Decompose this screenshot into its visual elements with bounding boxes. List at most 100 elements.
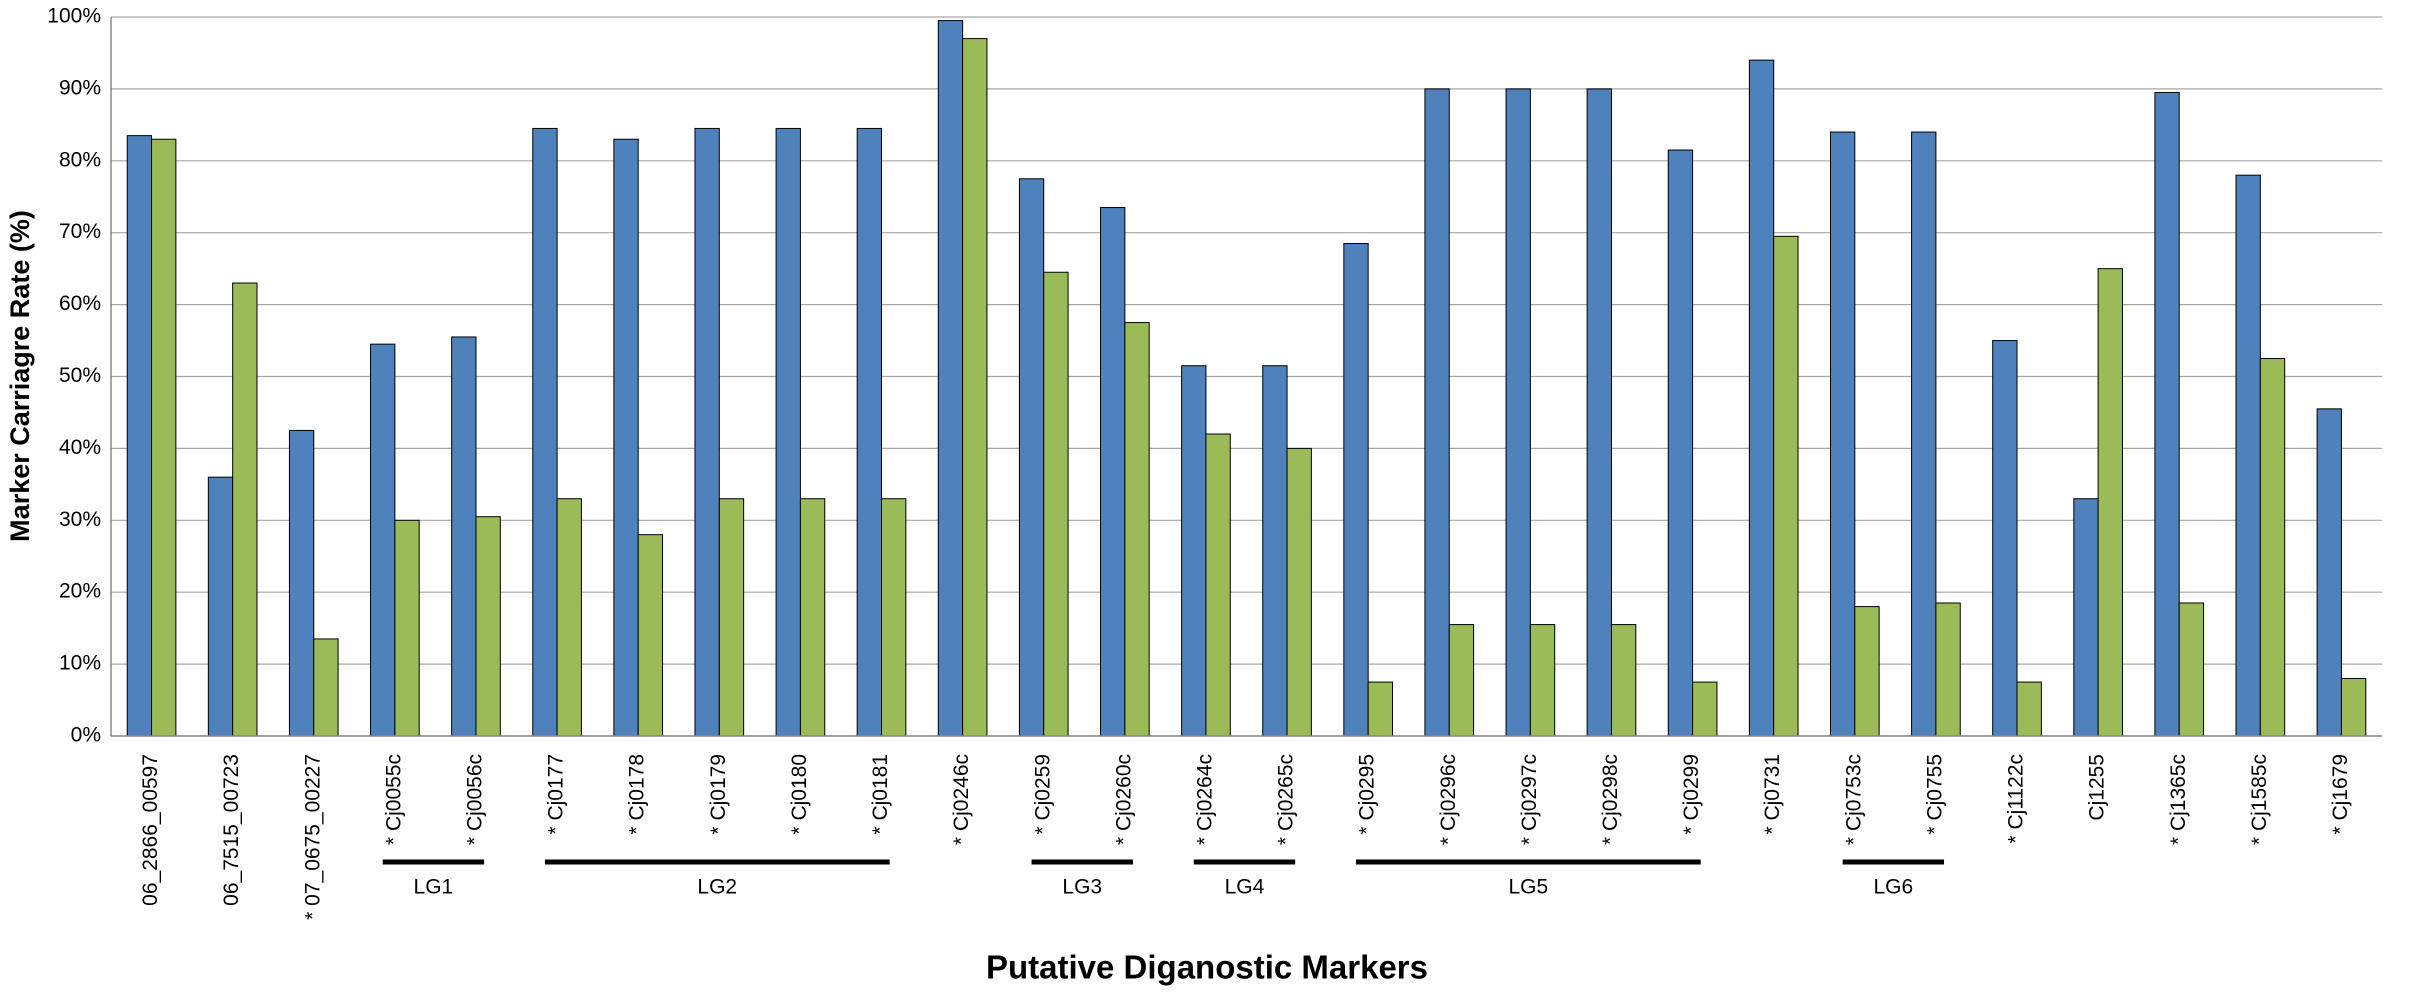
bar <box>1911 131 1937 737</box>
group-label: LG1 <box>414 876 454 899</box>
x-tick-label: * Cj0265c <box>1275 754 1298 845</box>
group-label: LG2 <box>697 876 737 899</box>
bar <box>1667 149 1694 737</box>
bar <box>1829 131 1856 737</box>
bar <box>207 476 234 737</box>
bar <box>856 127 883 737</box>
y-tick-label: 70% <box>59 220 101 243</box>
x-axis-title: Putative Diganostic Markers <box>986 949 1428 986</box>
x-tick-label: * Cj1122c <box>2005 754 2028 844</box>
bar <box>1448 624 1475 737</box>
group-label: LG4 <box>1225 876 1265 899</box>
bar <box>2178 602 2205 737</box>
bar <box>1854 606 1880 737</box>
bar <box>1610 624 1637 737</box>
bar <box>962 38 988 737</box>
bar <box>1935 602 1961 737</box>
bar <box>2073 498 2099 737</box>
bar <box>2316 408 2342 737</box>
bar <box>613 138 639 737</box>
x-tick-label: * Cj0295 <box>1356 754 1379 835</box>
bar <box>1205 433 1231 737</box>
bar <box>556 498 582 737</box>
bar <box>1286 447 1312 737</box>
bar <box>1529 624 1556 737</box>
y-tick-label: 90% <box>59 76 101 99</box>
bar <box>288 429 315 737</box>
bar <box>1124 322 1150 737</box>
bar <box>881 498 907 737</box>
bar <box>2259 358 2286 737</box>
bar <box>532 127 558 737</box>
x-tick-label: * Cj0755 <box>1923 754 1946 835</box>
group-label: LG5 <box>1508 876 1548 899</box>
bar <box>637 534 664 737</box>
x-tick-label: * Cj0298c <box>1599 754 1622 845</box>
x-tick-label: * Cj0181 <box>869 754 892 835</box>
bar <box>1367 681 1393 737</box>
y-tick-label: 40% <box>59 436 101 459</box>
group-label: LG3 <box>1062 876 1102 899</box>
x-tick-label: * Cj0246c <box>950 754 973 845</box>
y-tick-label: 60% <box>59 292 101 315</box>
x-tick-label: * Cj1585c <box>2248 754 2271 845</box>
bar <box>2340 677 2367 737</box>
y-tick-label: 10% <box>59 652 101 675</box>
bar <box>451 336 477 737</box>
bar <box>1262 365 1288 737</box>
x-tick-label: * Cj1679 <box>2329 754 2352 835</box>
bar <box>937 20 964 737</box>
x-tick-label: * Cj0056c <box>464 754 487 845</box>
y-tick-label: 0% <box>71 724 101 747</box>
x-tick-label: * Cj1365c <box>2167 754 2190 845</box>
bar <box>775 127 801 737</box>
x-tick-label: * Cj0731 <box>1761 754 1784 835</box>
bar <box>1424 88 1450 737</box>
x-tick-label: * Cj0259 <box>1031 754 1054 835</box>
x-tick-label: * Cj0177 <box>545 754 568 835</box>
bar <box>1992 340 2018 737</box>
x-tick-label: * Cj0260c <box>1112 754 1135 845</box>
x-tick-label: * Cj0264c <box>1193 754 1216 845</box>
bar <box>2235 174 2261 737</box>
x-tick-label: * Cj0299 <box>1680 754 1703 835</box>
y-axis-title: Marker Carriagre Rate (%) <box>5 210 35 542</box>
x-tick-label: * Cj0055c <box>382 754 405 845</box>
y-tick-label: 50% <box>59 364 101 387</box>
bar <box>1343 242 1369 737</box>
bar <box>475 516 501 737</box>
bar <box>126 135 153 737</box>
x-tick-label: Cj1255 <box>2086 754 2109 821</box>
bar <box>694 127 720 737</box>
bar <box>1018 178 1045 737</box>
y-tick-label: 20% <box>59 580 101 603</box>
bar <box>1773 235 1799 737</box>
x-tick-label: * Cj0179 <box>707 754 730 835</box>
bar <box>370 343 396 737</box>
bar <box>2097 268 2123 737</box>
bar <box>2154 91 2180 737</box>
bar <box>394 519 420 737</box>
bar <box>1043 271 1069 737</box>
x-tick-label: * Cj0297c <box>1518 754 1541 845</box>
y-tick-label: 30% <box>59 508 101 531</box>
bar <box>1100 207 1126 737</box>
x-tick-label: 06_2866_00597 <box>139 754 162 906</box>
bar <box>718 498 745 737</box>
x-tick-label: 06_7515_00723 <box>220 754 243 906</box>
bar <box>151 138 177 737</box>
x-tick-label: * Cj0178 <box>626 754 649 835</box>
bar <box>799 498 826 737</box>
x-tick-label: * Cj0753c <box>1842 754 1865 845</box>
bar <box>1692 681 1718 737</box>
bar <box>313 638 339 737</box>
y-tick-label: 100% <box>47 5 101 28</box>
x-tick-label: * Cj0180 <box>788 754 811 835</box>
x-tick-label: * 07_0675_00227 <box>301 754 324 920</box>
bar <box>1748 59 1775 737</box>
bar <box>2016 681 2042 737</box>
y-tick-label: 80% <box>59 148 101 171</box>
bar <box>232 282 258 737</box>
bar <box>1505 88 1531 737</box>
group-label: LG6 <box>1873 876 1913 899</box>
